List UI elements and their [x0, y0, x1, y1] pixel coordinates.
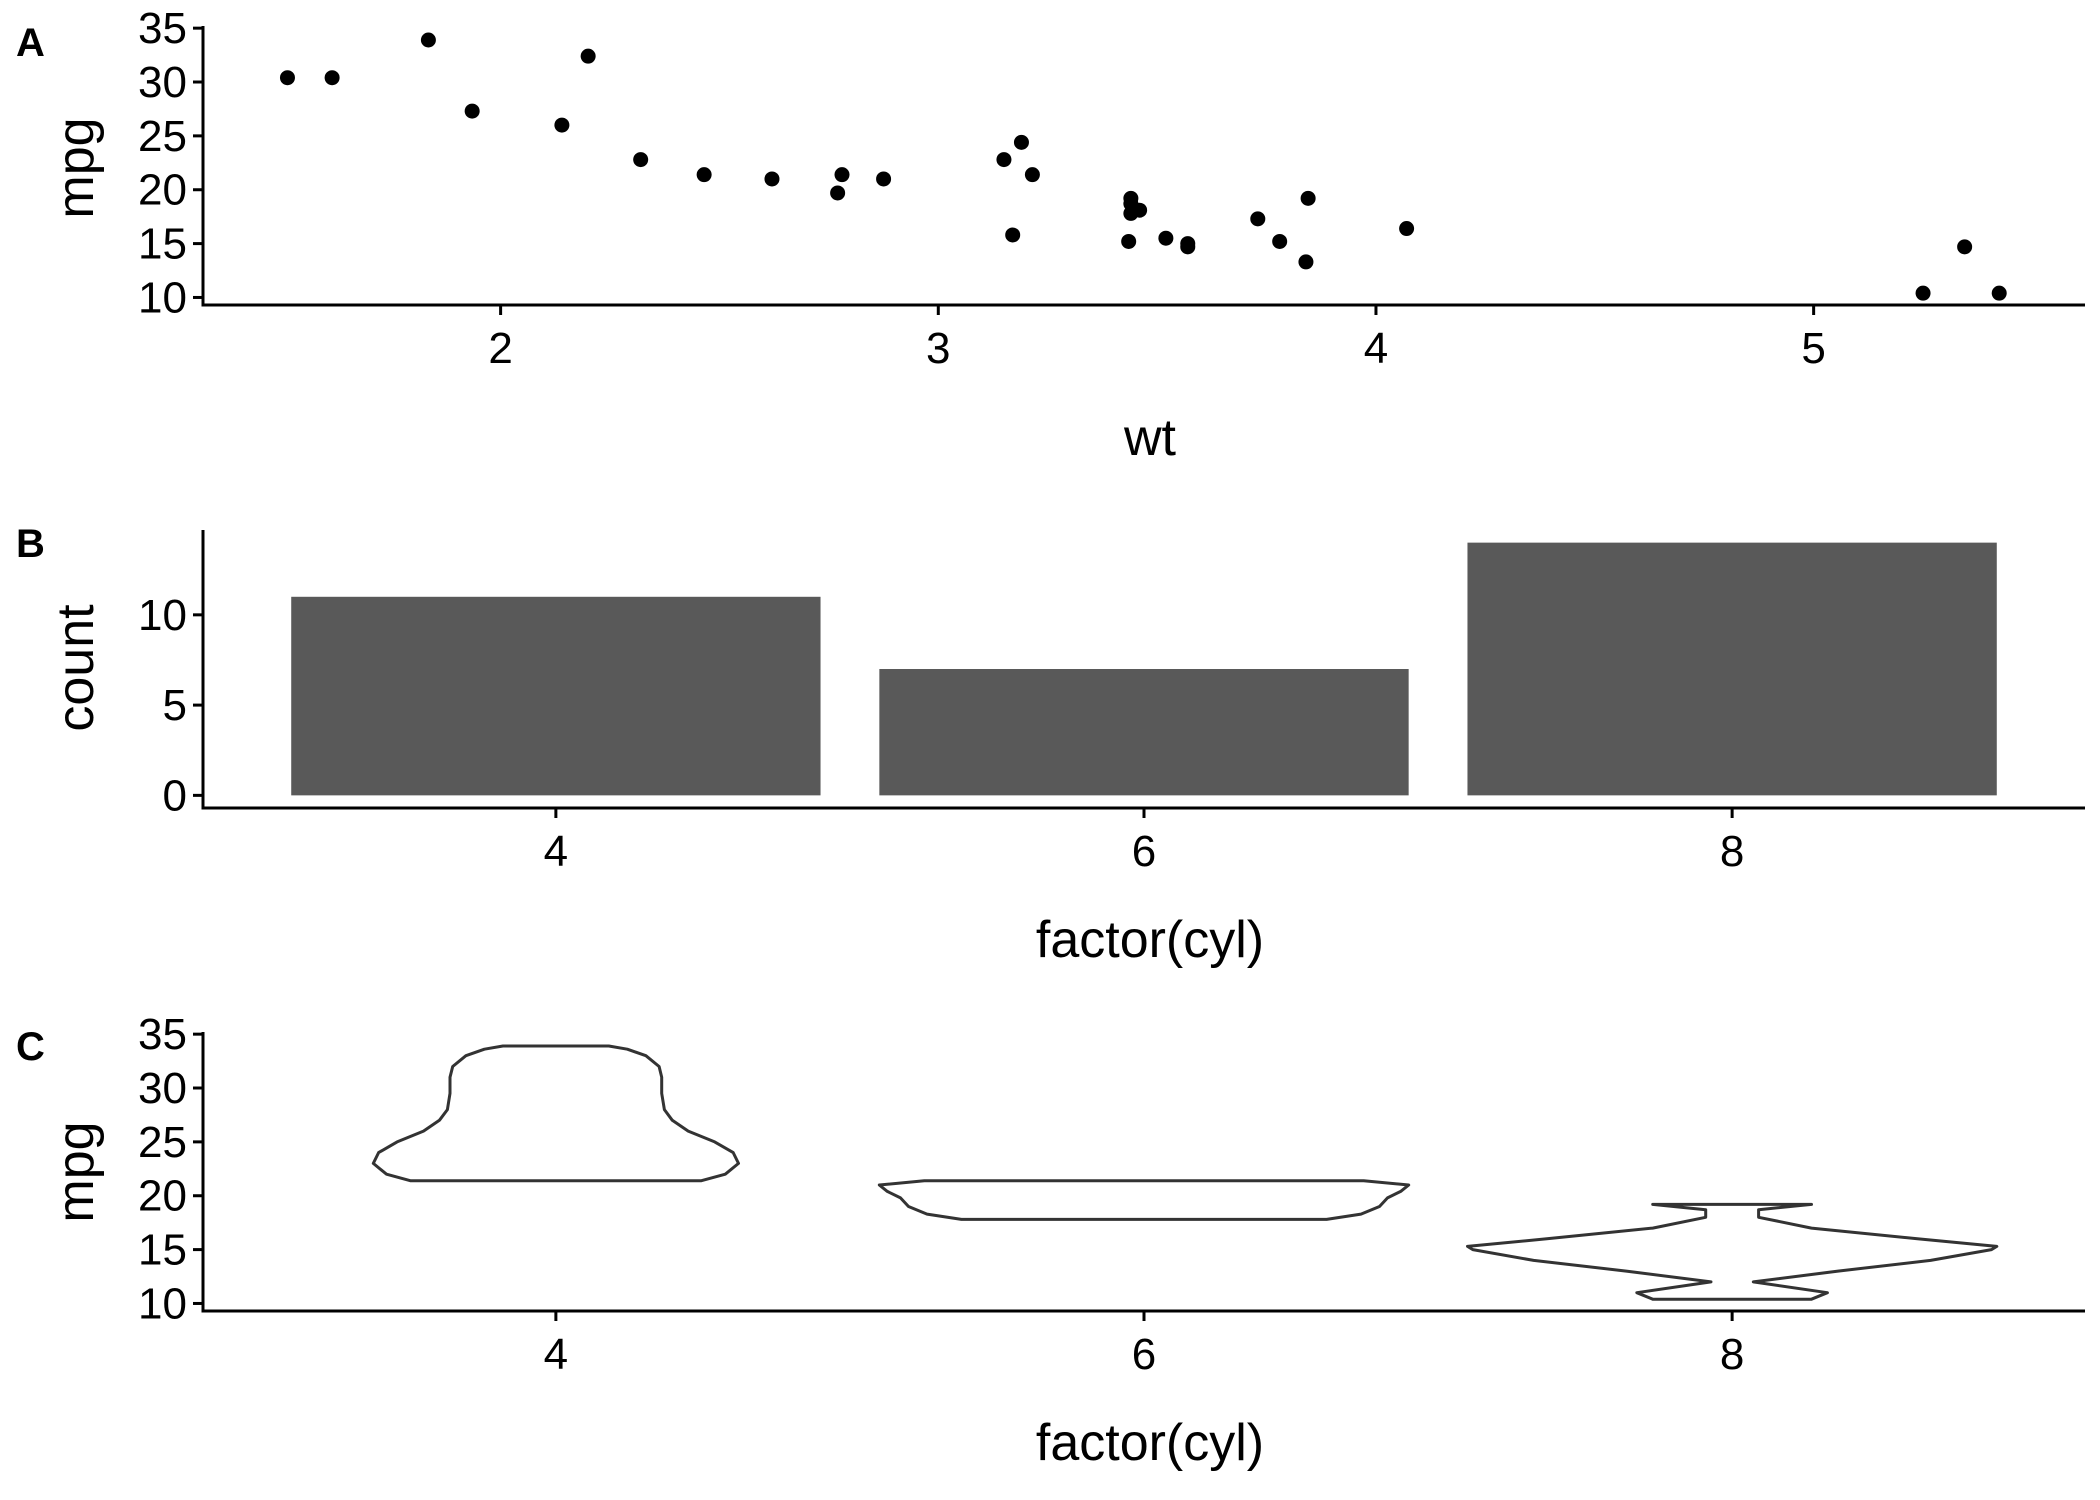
panel-b-bar: B count factor(cyl) 0 5 10 4 6 8 — [16, 522, 2085, 969]
panel-b-y-tick-label: 0 — [163, 771, 187, 820]
panel-a-marks — [279, 32, 2007, 301]
panel-b-axes — [201, 530, 2085, 810]
panel-b-tag: B — [16, 522, 45, 566]
panel-a-y-tick-label: 10 — [138, 273, 187, 322]
panel-a-y-tick-label: 35 — [138, 4, 187, 53]
scatter-point — [1158, 230, 1174, 246]
panel-c-y-tick-label: 15 — [138, 1226, 187, 1275]
panel-a-x-tick-label: 4 — [1364, 324, 1388, 373]
panel-b-x-tick-label: 4 — [544, 827, 568, 876]
scatter-point — [1180, 236, 1196, 252]
panel-a-y-tick-label: 15 — [138, 220, 187, 269]
scatter-point — [1123, 190, 1139, 206]
panel-c-x-axis-title: factor(cyl) — [1036, 1414, 1264, 1472]
scatter-point — [1132, 202, 1148, 218]
scatter-point — [279, 70, 295, 86]
scatter-point — [554, 117, 570, 133]
violin-cyl-8 — [1466, 1202, 1999, 1301]
panel-b-ticks: 0 5 10 4 6 8 — [138, 591, 1744, 876]
panel-b-x-axis-title: factor(cyl) — [1036, 911, 1264, 969]
panel-a-y-tick-label: 20 — [138, 166, 187, 215]
scatter-point — [834, 167, 850, 183]
panel-b-x-tick-label: 8 — [1720, 827, 1744, 876]
panel-c-y-tick-label: 35 — [138, 1010, 187, 1059]
panel-a-y-tick-label: 30 — [138, 58, 187, 107]
panel-a-tag: A — [16, 21, 45, 65]
panel-c-y-tick-label: 30 — [138, 1064, 187, 1113]
scatter-point — [1250, 211, 1266, 227]
scatter-point — [324, 70, 340, 86]
panel-c-x-tick-label: 6 — [1132, 1330, 1156, 1379]
scatter-point — [1024, 167, 1040, 183]
panel-b-y-tick-label: 10 — [138, 591, 187, 640]
panel-c-y-tick-label: 10 — [138, 1279, 187, 1328]
panel-c-x-tick-label: 8 — [1720, 1330, 1744, 1379]
scatter-point — [1991, 285, 2007, 301]
scatter-point — [696, 167, 712, 183]
bar-cyl-8 — [1467, 542, 1997, 796]
scatter-point — [1915, 285, 1931, 301]
scatter-point — [1272, 233, 1288, 249]
scatter-point — [876, 171, 892, 187]
bar-cyl-6 — [879, 669, 1409, 796]
panel-a-y-tick-label: 25 — [138, 112, 187, 161]
scatter-point — [764, 171, 780, 187]
panel-a-x-tick-label: 2 — [488, 324, 512, 373]
scatter-point — [996, 152, 1012, 168]
bar-cyl-4 — [291, 596, 821, 796]
panel-c-tag: C — [16, 1025, 45, 1069]
panel-a-x-tick-label: 5 — [1801, 324, 1825, 373]
panel-c-y-tick-label: 25 — [138, 1118, 187, 1167]
violin-cyl-6 — [877, 1179, 1411, 1221]
panel-a-x-axis-title: wt — [1123, 409, 1177, 467]
panel-b-x-tick-label: 6 — [1132, 827, 1156, 876]
panel-c-marks — [371, 1044, 1999, 1301]
scatter-point — [1298, 254, 1314, 270]
panel-a-y-axis-title: mpg — [47, 117, 105, 218]
scatter-point — [1957, 239, 1973, 255]
scatter-point — [1399, 221, 1415, 237]
panel-a-axes — [201, 26, 2085, 307]
scatter-point — [1013, 134, 1029, 150]
panel-c-x-tick-label: 4 — [544, 1330, 568, 1379]
panel-b-y-tick-label: 5 — [163, 681, 187, 730]
violin-cyl-4 — [371, 1044, 740, 1183]
scatter-point — [1005, 227, 1021, 243]
panel-b-marks — [291, 542, 1997, 796]
panel-a-x-tick-label: 3 — [926, 324, 950, 373]
panel-c-y-axis-title: mpg — [47, 1121, 105, 1222]
scatter-point — [1300, 190, 1316, 206]
panel-c-y-tick-label: 20 — [138, 1172, 187, 1221]
panel-b-y-axis-title: count — [47, 604, 105, 732]
scatter-point — [464, 103, 480, 119]
scatter-point — [1121, 233, 1137, 249]
panel-c-axes — [201, 1032, 2085, 1313]
scatter-point — [633, 152, 649, 168]
scatter-point — [580, 48, 596, 64]
scatter-point — [420, 32, 436, 48]
scatter-point — [830, 185, 846, 201]
